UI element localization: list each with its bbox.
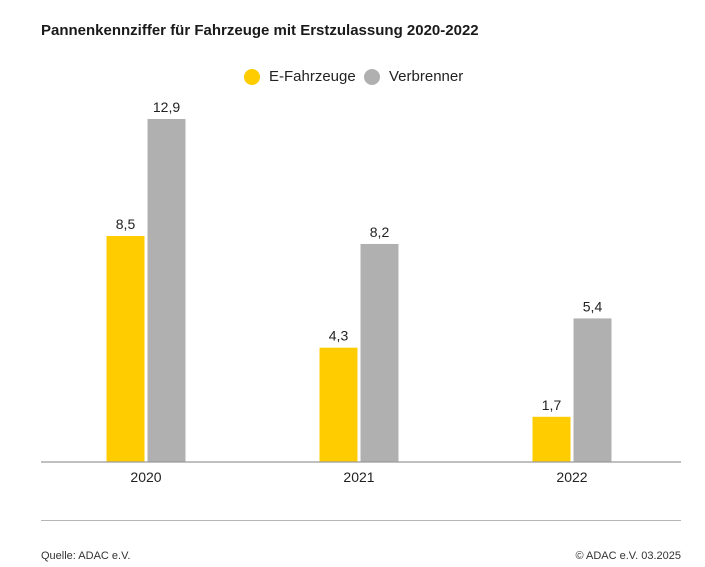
chart-title: Pannenkennziffer für Fahrzeuge mit Erstz… (41, 22, 479, 39)
footer-divider (41, 520, 681, 521)
bar-e-fahrzeuge-2021 (319, 347, 358, 462)
data-label-e-fahrzeuge-2021: 4,3 (329, 328, 349, 344)
data-label-e-fahrzeuge-2020: 8,5 (116, 216, 136, 232)
chart-legend: E-Fahrzeuge Verbrenner (0, 68, 705, 90)
bar-e-fahrzeuge-2022 (532, 416, 571, 462)
x-tick-label-2022: 2022 (556, 469, 587, 485)
legend-swatch-verbrenner (364, 68, 380, 85)
legend-swatch-e-fahrzeuge (244, 68, 260, 85)
bar-e-fahrzeuge-2020 (106, 235, 145, 462)
legend-item-verbrenner: Verbrenner (364, 68, 463, 85)
data-label-verbrenner-2020: 12,9 (153, 99, 180, 115)
legend-item-e-fahrzeuge: E-Fahrzeuge (244, 68, 356, 85)
bar-verbrenner-2020 (147, 119, 186, 462)
legend-label-e-fahrzeuge: E-Fahrzeuge (269, 68, 356, 85)
x-tick-label-2021: 2021 (343, 469, 374, 485)
bar-verbrenner-2021 (360, 243, 399, 462)
data-label-verbrenner-2021: 8,2 (370, 224, 390, 240)
bar-verbrenner-2022 (573, 318, 612, 462)
data-label-e-fahrzeuge-2022: 1,7 (542, 397, 562, 413)
legend-label-verbrenner: Verbrenner (389, 68, 464, 85)
x-tick-label-2020: 2020 (130, 469, 161, 485)
source-note: Quelle: ADAC e.V. (41, 550, 131, 562)
copyright-note: © ADAC e.V. 03.2025 (575, 550, 681, 562)
data-label-verbrenner-2022: 5,4 (583, 298, 603, 314)
